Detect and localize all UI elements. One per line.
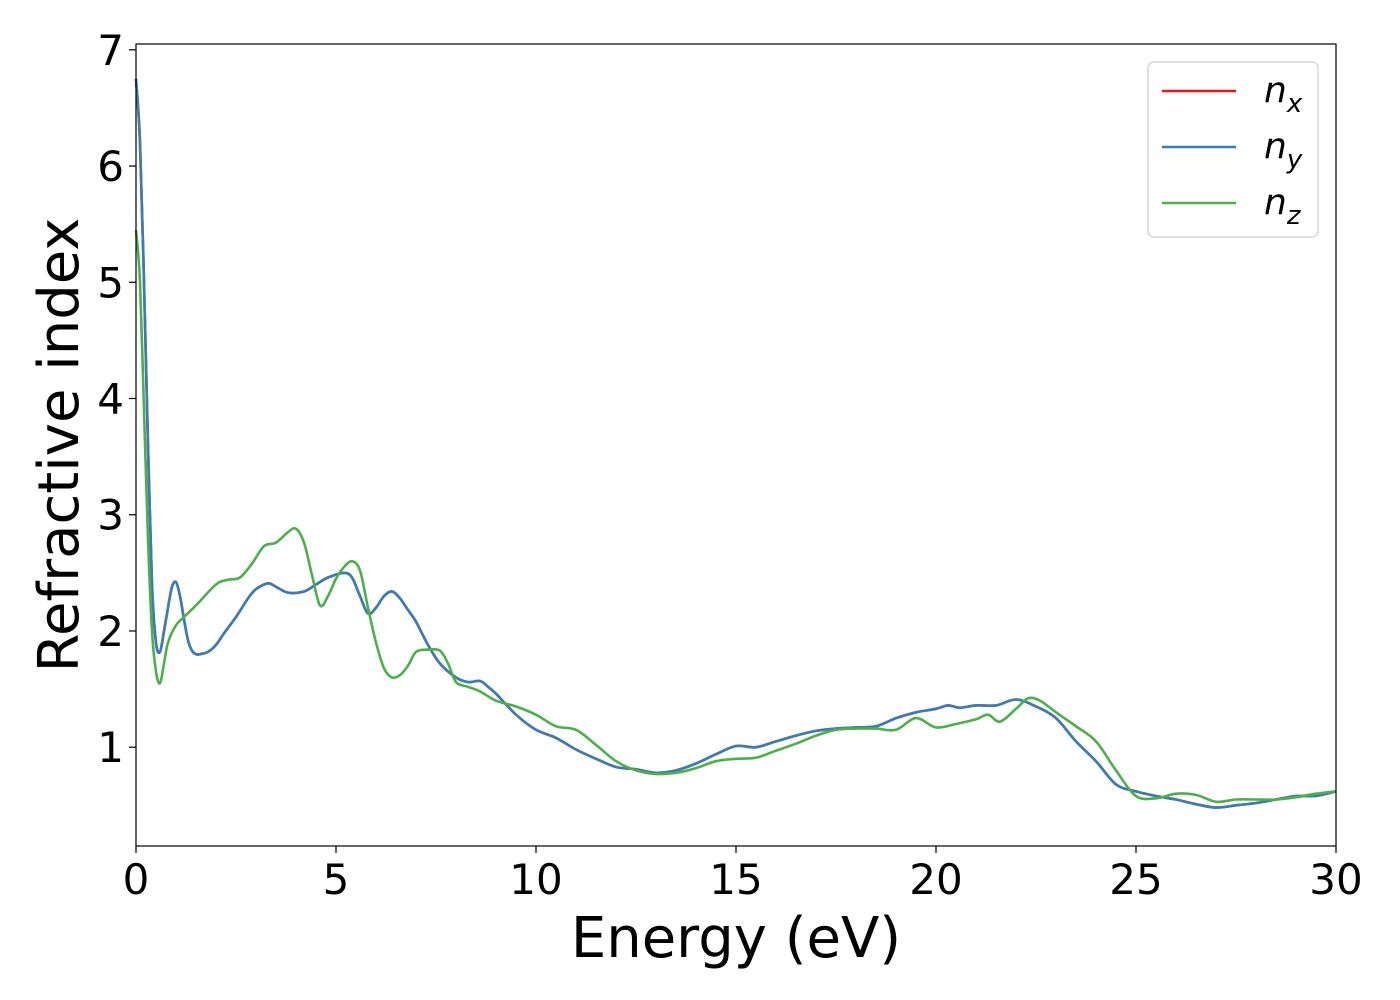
y-tick-label: 2 [97,607,124,656]
y-axis-ticks: 1 2 3 4 5 6 7 [97,26,136,772]
y-tick-label: 6 [97,142,124,191]
y-tick-label: 3 [97,491,124,540]
x-tick-label: 5 [323,855,350,904]
legend: nx ny nz [1147,61,1319,238]
legend-box [1147,61,1319,238]
x-tick-label: 10 [509,855,562,904]
x-tick-label: 25 [1109,855,1162,904]
x-tick-label: 30 [1309,855,1362,904]
legend-label-z: nz [1264,182,1302,231]
series-layer [134,78,1337,809]
x-axis-label: Energy (eV) [571,906,901,971]
legend-label-x: nx [1264,70,1303,119]
y-tick-label: 4 [97,375,124,424]
x-tick-label: 0 [123,855,150,904]
series-line-y [134,78,1337,809]
y-tick-label: 1 [97,723,124,772]
y-tick-label: 7 [97,26,124,75]
x-tick-label: 15 [709,855,762,904]
series-line-z [134,229,1337,804]
x-axis-ticks: 0 5 10 15 20 25 30 [123,846,1363,904]
x-tick-label: 20 [909,855,962,904]
legend-label-y: ny [1264,126,1303,175]
y-axis-label: Refractive index [27,218,92,673]
y-tick-label: 5 [97,258,124,307]
